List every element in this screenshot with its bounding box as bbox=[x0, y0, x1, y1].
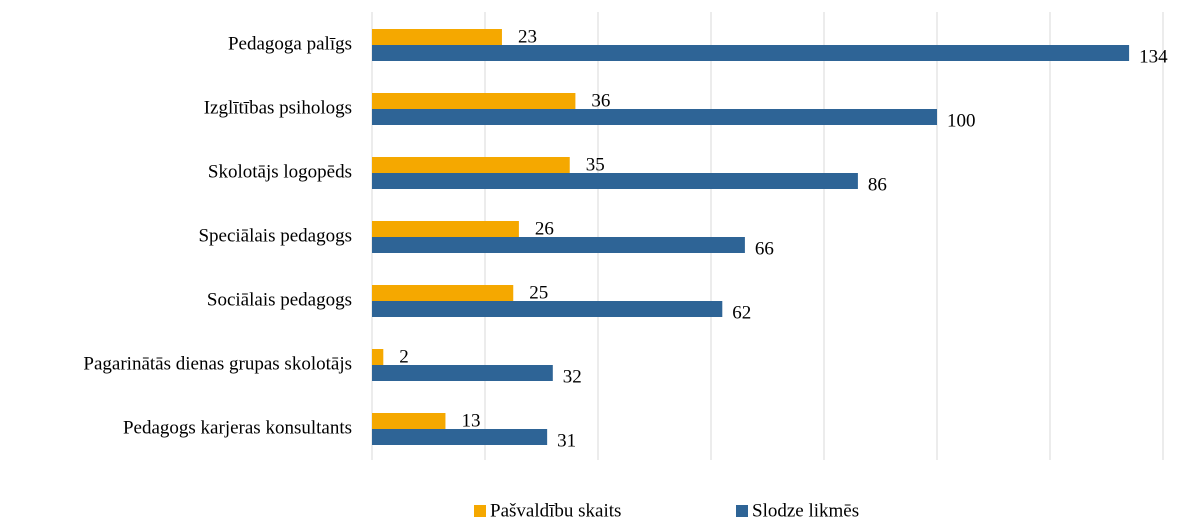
value-label: 100 bbox=[947, 110, 976, 131]
value-label: 62 bbox=[732, 302, 751, 323]
bar bbox=[372, 109, 937, 125]
category-label: Pedagogs karjeras konsultants bbox=[123, 417, 352, 438]
value-label: 66 bbox=[755, 238, 774, 259]
value-label: 86 bbox=[868, 174, 887, 195]
bar bbox=[372, 301, 723, 317]
bar bbox=[372, 157, 570, 173]
category-label: Izglītības psihologs bbox=[204, 97, 352, 118]
legend-label: Slodze likmēs bbox=[752, 500, 859, 520]
value-label: 25 bbox=[529, 282, 548, 303]
legend-label: Pašvaldību skaits bbox=[490, 500, 621, 520]
category-label: Pagarinātās dienas grupas skolotājs bbox=[83, 353, 352, 374]
category-label: Pedagoga palīgs bbox=[228, 33, 352, 54]
bar bbox=[372, 237, 745, 253]
category-label: Speciālais pedagogs bbox=[198, 225, 352, 246]
value-label: 35 bbox=[586, 154, 605, 175]
value-label: 26 bbox=[535, 218, 554, 239]
bar bbox=[372, 285, 514, 301]
value-label: 32 bbox=[563, 366, 582, 387]
bar bbox=[372, 413, 446, 429]
value-label: 134 bbox=[1139, 46, 1168, 67]
bar bbox=[372, 173, 858, 189]
category-label: Skolotājs logopēds bbox=[208, 161, 352, 182]
value-label: 2 bbox=[399, 346, 409, 367]
bar bbox=[372, 29, 502, 45]
value-label: 31 bbox=[557, 430, 576, 451]
bar bbox=[372, 349, 384, 365]
bar bbox=[372, 429, 548, 445]
bar bbox=[372, 45, 1130, 61]
legend-swatch bbox=[474, 505, 486, 517]
value-label: 13 bbox=[461, 410, 480, 431]
bar bbox=[372, 365, 553, 381]
category-label: Sociālais pedagogs bbox=[207, 289, 352, 310]
bar bbox=[372, 221, 519, 237]
value-label: 36 bbox=[591, 90, 610, 111]
bar bbox=[372, 93, 576, 109]
value-label: 23 bbox=[518, 26, 537, 47]
legend-swatch bbox=[736, 505, 748, 517]
